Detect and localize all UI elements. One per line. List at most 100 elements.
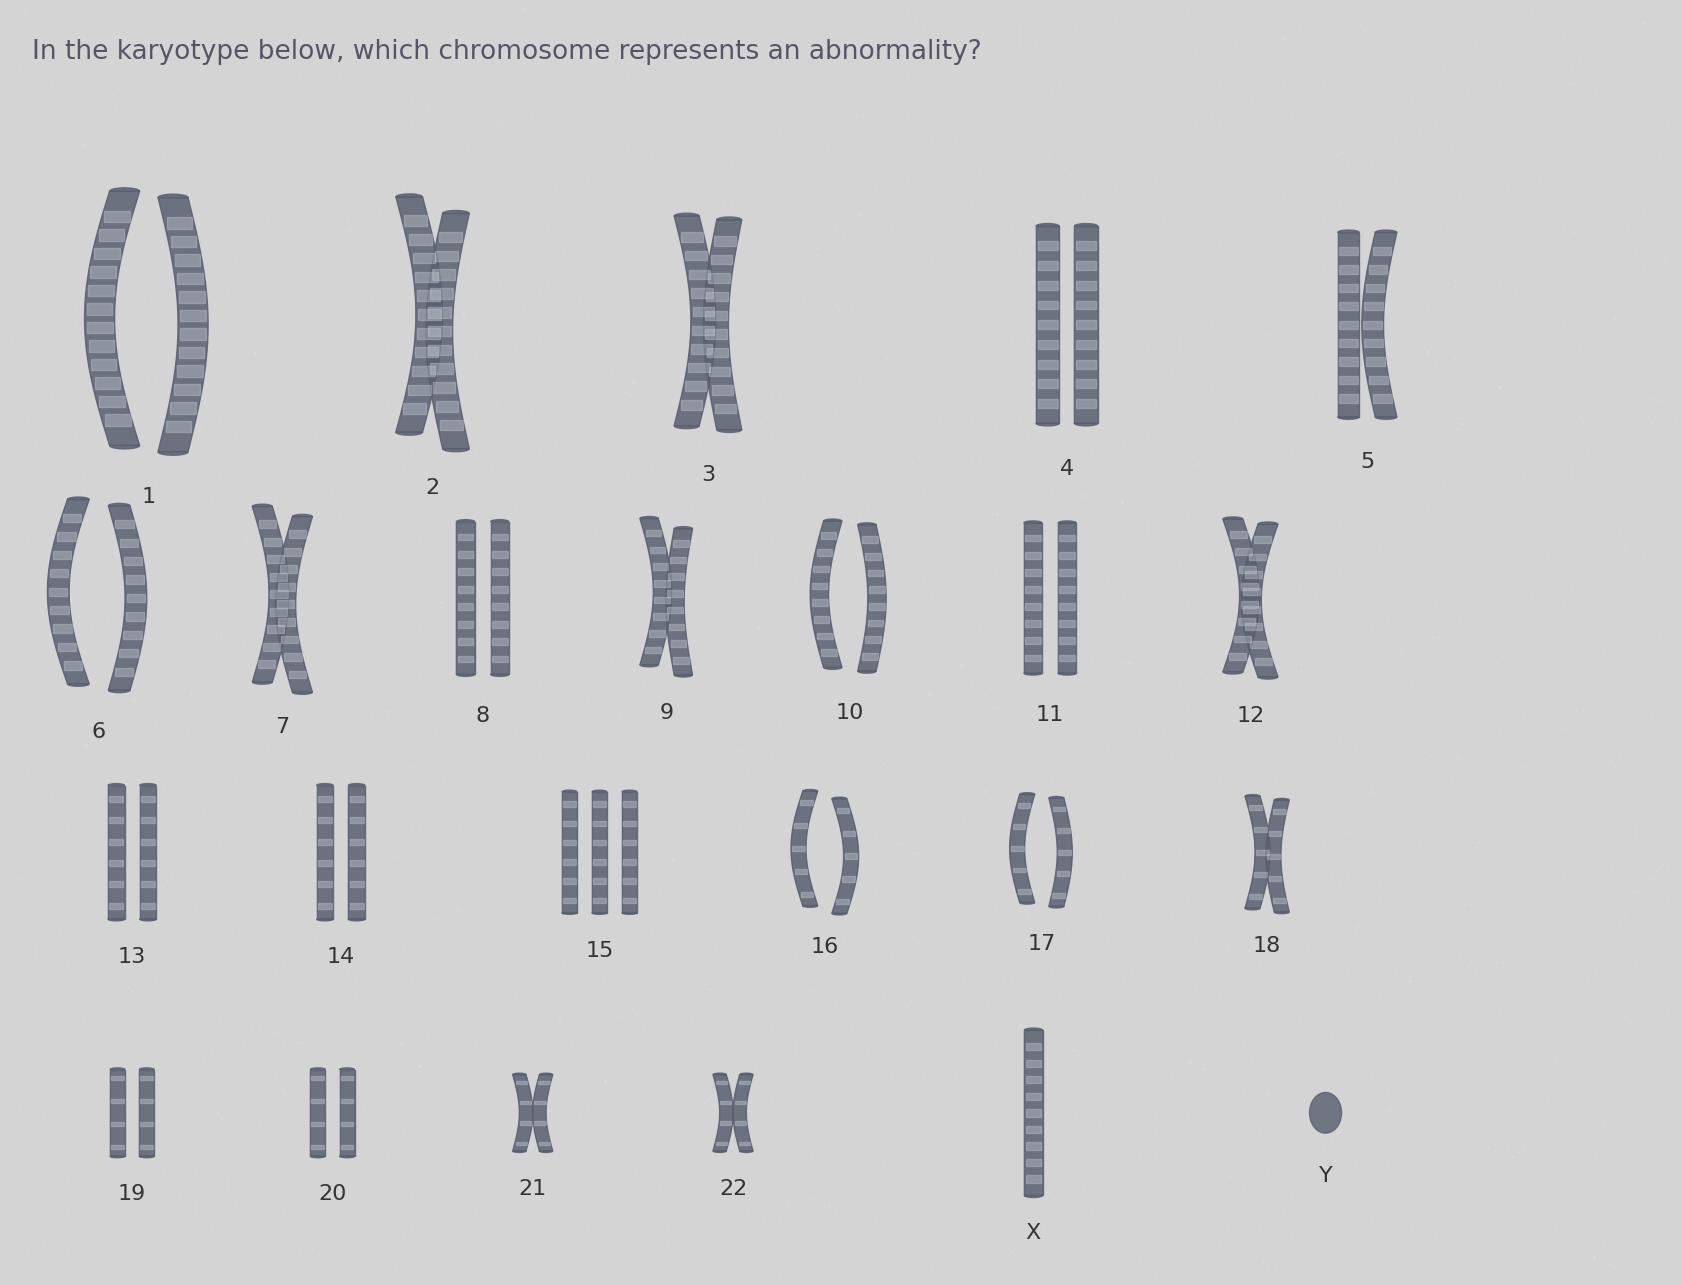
Point — [520, 533, 547, 554]
Point — [1154, 767, 1181, 788]
Point — [214, 1176, 241, 1196]
Point — [59, 177, 86, 198]
Point — [965, 618, 992, 639]
Point — [353, 1173, 380, 1194]
Point — [469, 689, 496, 709]
Point — [853, 202, 880, 222]
Point — [1586, 365, 1613, 385]
Polygon shape — [141, 839, 155, 844]
Point — [804, 238, 831, 258]
Point — [463, 346, 489, 366]
Point — [1199, 970, 1226, 991]
Point — [251, 535, 278, 555]
Point — [299, 843, 326, 864]
Point — [1092, 1096, 1119, 1117]
Point — [745, 619, 772, 640]
Point — [1334, 541, 1361, 562]
Point — [908, 10, 935, 31]
Polygon shape — [417, 290, 439, 301]
Point — [501, 1059, 528, 1079]
Point — [311, 1171, 338, 1191]
Point — [1024, 306, 1051, 326]
Point — [1283, 48, 1310, 68]
Point — [1258, 1204, 1285, 1225]
Point — [725, 741, 752, 762]
Point — [1473, 527, 1500, 547]
Polygon shape — [1267, 853, 1278, 858]
Point — [1495, 987, 1522, 1007]
Point — [590, 109, 617, 130]
Point — [1076, 834, 1103, 855]
Point — [1063, 1045, 1090, 1065]
Point — [266, 576, 293, 596]
Point — [188, 522, 215, 542]
Point — [1082, 779, 1108, 799]
Point — [1618, 882, 1645, 902]
Point — [1152, 583, 1179, 604]
Point — [1645, 857, 1672, 878]
Point — [932, 1156, 959, 1177]
Point — [1263, 1112, 1290, 1132]
Point — [723, 876, 750, 897]
Point — [1277, 226, 1304, 247]
Point — [1457, 750, 1484, 771]
Point — [441, 969, 468, 989]
Point — [769, 179, 796, 199]
Point — [1398, 102, 1425, 122]
Point — [71, 136, 98, 157]
Polygon shape — [1073, 226, 1097, 423]
Point — [116, 46, 143, 67]
Point — [64, 389, 91, 410]
Point — [155, 447, 182, 468]
Point — [1588, 1151, 1615, 1172]
Point — [612, 702, 639, 722]
Point — [1586, 274, 1613, 294]
Point — [1569, 843, 1596, 864]
Point — [1117, 962, 1144, 983]
Point — [1495, 535, 1522, 555]
Point — [1179, 528, 1206, 549]
Polygon shape — [1075, 379, 1095, 388]
Point — [197, 901, 224, 921]
Point — [754, 1196, 780, 1217]
Point — [1352, 272, 1379, 293]
Point — [1573, 966, 1600, 987]
Point — [643, 328, 669, 348]
Point — [501, 718, 528, 739]
Point — [283, 966, 309, 987]
Point — [87, 37, 114, 58]
Polygon shape — [1013, 867, 1024, 873]
Point — [1033, 1181, 1060, 1201]
Point — [0, 1104, 20, 1124]
Polygon shape — [52, 551, 71, 559]
Point — [690, 650, 717, 671]
Point — [1606, 744, 1633, 765]
Point — [1115, 982, 1142, 1002]
Polygon shape — [489, 675, 508, 676]
Point — [37, 626, 64, 646]
Point — [484, 342, 511, 362]
Polygon shape — [177, 365, 202, 377]
Point — [271, 1032, 298, 1052]
Point — [1509, 466, 1536, 487]
Point — [680, 916, 706, 937]
Point — [989, 726, 1016, 747]
Point — [928, 714, 955, 735]
Point — [1330, 167, 1357, 188]
Point — [1230, 957, 1256, 978]
Point — [1208, 229, 1235, 249]
Point — [1611, 1144, 1638, 1164]
Point — [330, 1061, 357, 1082]
Point — [340, 720, 367, 740]
Point — [1630, 425, 1657, 446]
Polygon shape — [538, 1081, 550, 1085]
Point — [353, 703, 380, 723]
Point — [12, 632, 39, 653]
Point — [1357, 614, 1384, 635]
Point — [293, 1060, 320, 1081]
Point — [1001, 1158, 1028, 1178]
Point — [320, 771, 346, 792]
Point — [706, 536, 733, 556]
Point — [1142, 1009, 1169, 1029]
Polygon shape — [91, 266, 116, 278]
